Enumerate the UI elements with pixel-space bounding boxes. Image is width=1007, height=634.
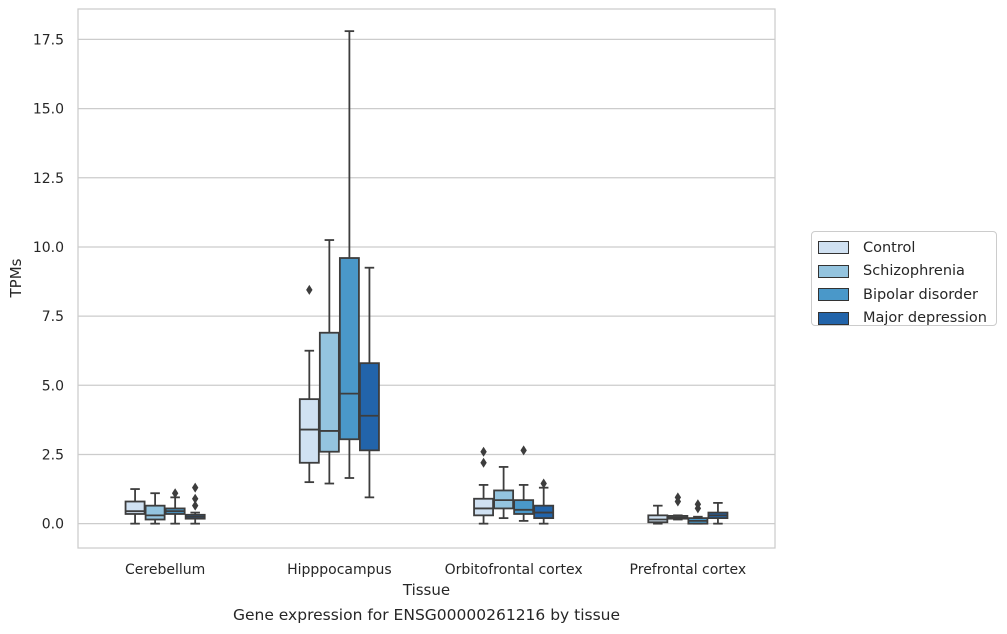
box-iqr — [473, 497, 494, 517]
box-bipolar-disorder — [687, 499, 709, 525]
y-tick-label: 15.0 — [33, 102, 64, 118]
legend-item-schizophrenia: Schizophrenia — [818, 260, 996, 284]
y-tick-label: 7.5 — [42, 309, 64, 325]
x-tick-label: Orbitofrontal cortex — [445, 562, 583, 578]
box-schizophrenia — [318, 239, 340, 485]
y-tick-labels: 0.0 2.5 5.0 7.5 10.0 12.5 15.0 17.5 — [33, 32, 64, 532]
box-iqr — [144, 504, 166, 521]
plot-area — [77, 8, 776, 549]
box-iqr — [318, 331, 340, 453]
chart-caption: Gene expression for ENSG00000261216 by t… — [232, 606, 621, 624]
outlier-point — [694, 499, 702, 510]
legend-item-bipolar-disorder: Bipolar disorder — [818, 283, 996, 307]
box-bipolar-disorder — [338, 30, 360, 479]
box-control — [647, 504, 669, 525]
outlier-point — [191, 482, 199, 493]
box-major-depression — [533, 478, 555, 525]
y-tick-label: 2.5 — [42, 447, 64, 463]
box-iqr — [513, 499, 535, 515]
legend-swatch-bipolar-disorder — [818, 288, 849, 302]
x-axis-label: Tissue — [402, 581, 450, 599]
y-tick-label: 0.0 — [42, 517, 64, 533]
legend: Control Schizophrenia Bipolar disorder M… — [811, 231, 997, 326]
box-control — [473, 446, 494, 525]
box-major-depression — [707, 501, 729, 525]
outlier-point — [191, 500, 199, 511]
x-tick-label: Hipppocampus — [287, 562, 392, 578]
box-major-depression — [359, 266, 380, 499]
legend-label-schizophrenia: Schizophrenia — [863, 263, 965, 280]
box-bipolar-disorder — [164, 488, 186, 525]
legend-label-control: Control — [863, 239, 916, 256]
legend-label-bipolar-disorder: Bipolar disorder — [863, 286, 978, 303]
legend-item-major-depression: Major depression — [818, 307, 996, 331]
box-bipolar-disorder — [513, 445, 535, 522]
y-tick-label: 17.5 — [33, 32, 64, 48]
outlier-point — [540, 478, 547, 489]
legend-swatch-schizophrenia — [818, 264, 849, 278]
box-series — [124, 30, 729, 525]
box-iqr — [359, 362, 380, 452]
box-schizophrenia — [144, 492, 166, 525]
box-control — [124, 488, 146, 525]
legend-swatch-control — [818, 241, 849, 255]
x-tick-label: Prefrontal cortex — [630, 562, 747, 578]
y-tick-label: 5.0 — [42, 378, 64, 394]
outlier-point — [674, 492, 682, 503]
box-control — [298, 284, 320, 484]
outlier-point — [520, 445, 527, 456]
box-major-depression — [184, 482, 206, 525]
y-tick-label: 12.5 — [33, 171, 64, 187]
outlier-point — [480, 446, 487, 457]
box-schizophrenia — [667, 492, 689, 521]
y-tick-label: 10.0 — [33, 240, 64, 256]
outlier-point — [480, 457, 487, 468]
legend-swatch-major-depression — [818, 311, 849, 325]
box-iqr — [298, 398, 320, 464]
outlier-point — [171, 488, 179, 499]
box-iqr — [338, 257, 360, 441]
x-tick-labels: Cerebellum Hipppocampus Orbitofrontal cort… — [125, 562, 746, 578]
box-schizophrenia — [493, 466, 515, 520]
outlier-point — [306, 284, 313, 295]
legend-label-major-depression: Major depression — [863, 310, 987, 327]
legend-item-control: Control — [818, 236, 996, 260]
y-axis-label: TPMs — [7, 258, 25, 298]
outlier-point — [191, 493, 199, 504]
x-tick-label: Cerebellum — [125, 562, 205, 578]
